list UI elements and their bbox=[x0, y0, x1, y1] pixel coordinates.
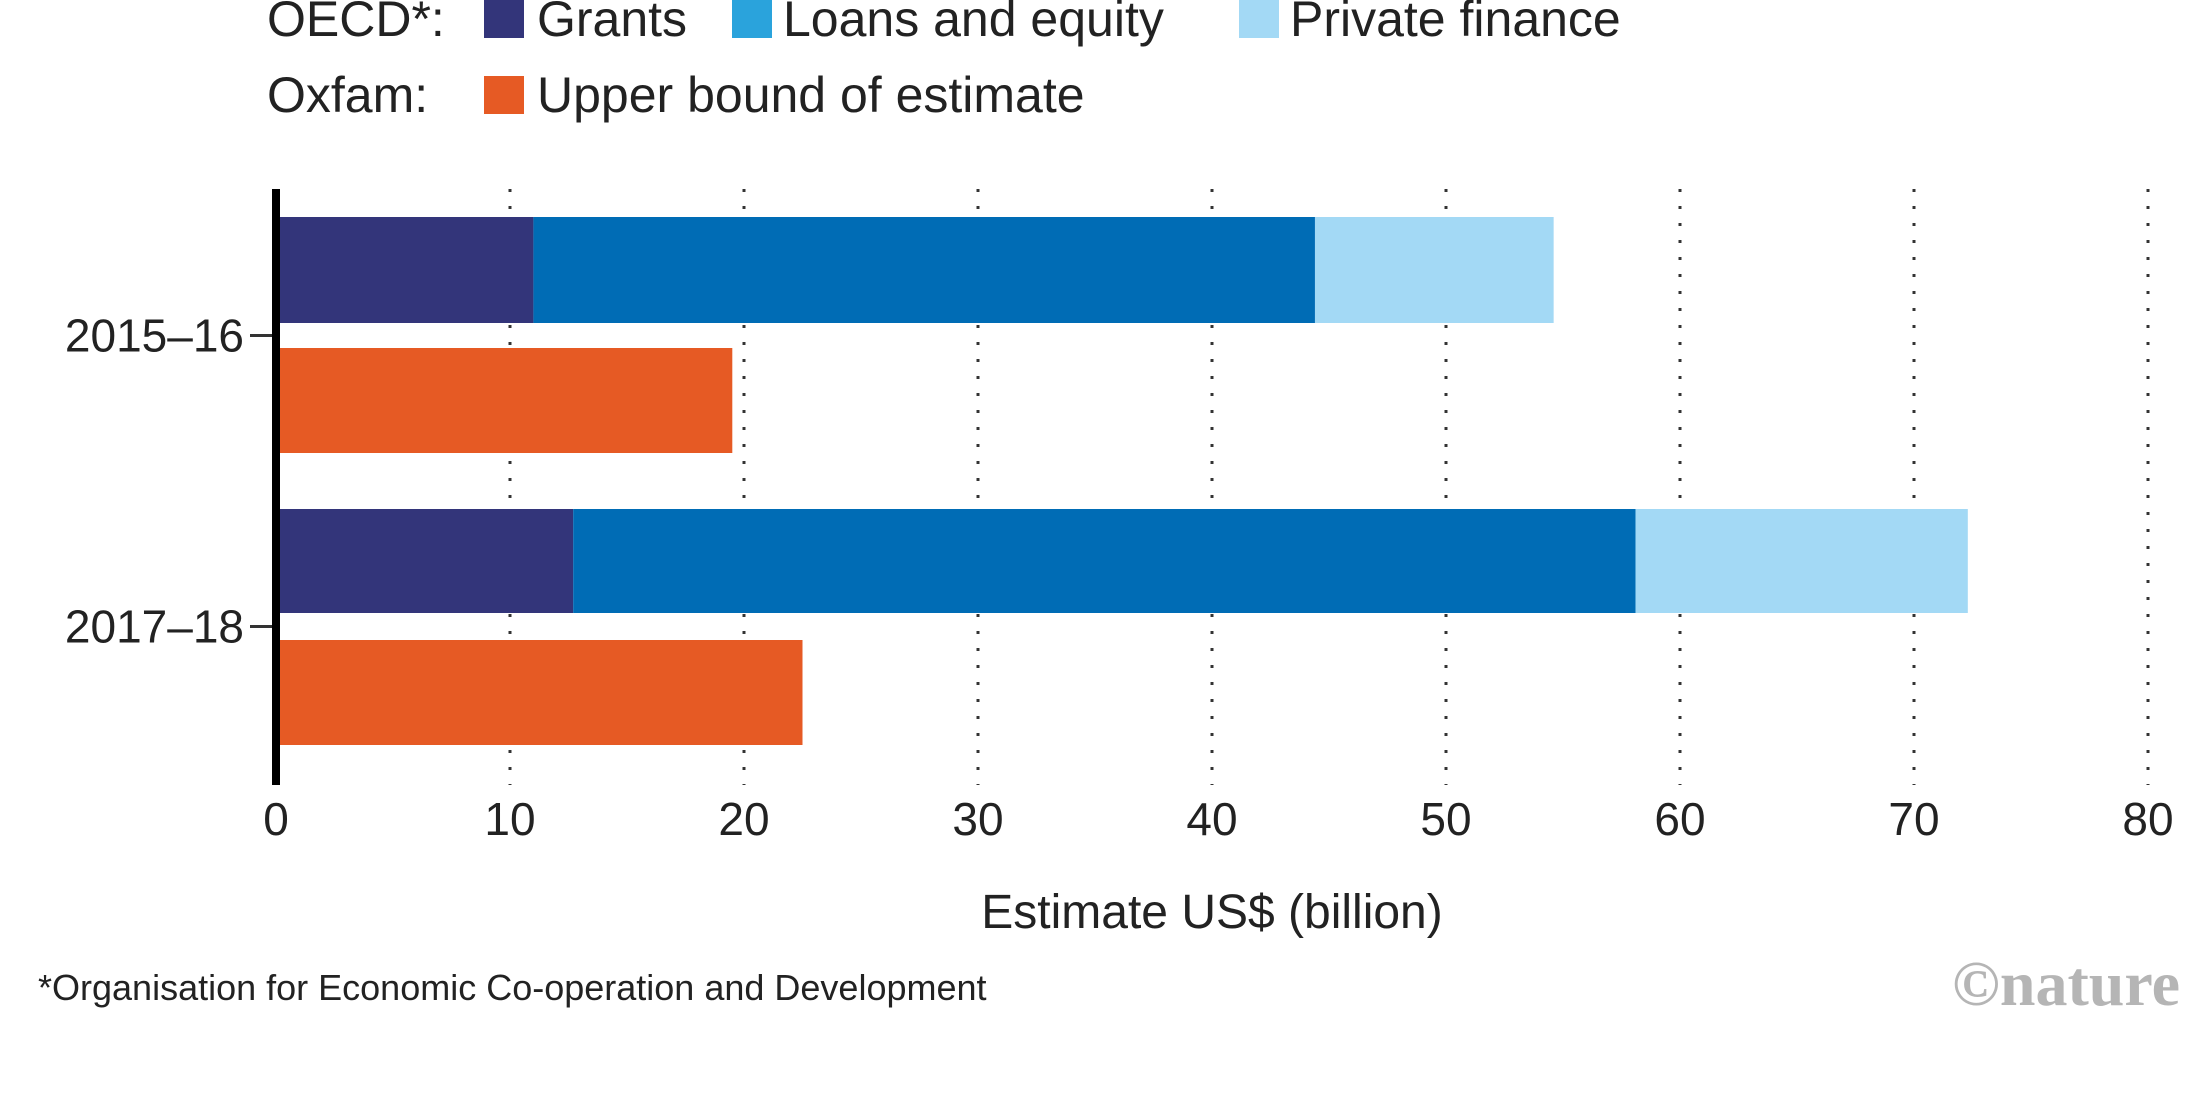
x-axis-label: Estimate US$ (billion) bbox=[981, 886, 1442, 939]
legend-swatch bbox=[732, 0, 772, 38]
bar-loans-and-equity bbox=[573, 509, 1636, 613]
legend-group-label: OECD*: bbox=[267, 0, 445, 47]
y-tick-label: 2017–18 bbox=[65, 601, 244, 653]
bar-upper-bound-of-estimate bbox=[276, 348, 733, 453]
legend-label: Grants bbox=[537, 0, 687, 47]
x-tick-label: 10 bbox=[484, 793, 535, 845]
legend-swatch bbox=[484, 76, 524, 114]
x-tick-label: 20 bbox=[718, 793, 769, 845]
legend-label: Upper bound of estimate bbox=[537, 67, 1085, 123]
bar-grants bbox=[276, 217, 534, 323]
bar-loans-and-equity bbox=[533, 217, 1315, 323]
legend-swatch bbox=[1239, 0, 1279, 38]
bar-private-finance bbox=[1314, 217, 1554, 323]
legend-label: Loans and equity bbox=[783, 0, 1164, 47]
x-tick-label: 0 bbox=[263, 793, 289, 845]
legend: OECD*: Grants Loans and equity Private fina… bbox=[267, 0, 1621, 123]
legend-swatch bbox=[484, 0, 524, 38]
nature-logo: ©nature bbox=[1952, 948, 2180, 1019]
legend-label: Private finance bbox=[1290, 0, 1621, 47]
x-axis-ticks: 0 10 20 30 40 50 60 70 80 bbox=[263, 793, 2173, 845]
bar-private-finance bbox=[1635, 509, 1968, 613]
x-tick-label: 40 bbox=[1186, 793, 1237, 845]
x-tick-label: 70 bbox=[1888, 793, 1939, 845]
legend-group-label: Oxfam: bbox=[267, 67, 428, 123]
footnote: *Organisation for Economic Co-operation … bbox=[38, 967, 987, 1008]
bars bbox=[276, 217, 1968, 745]
x-tick-label: 60 bbox=[1654, 793, 1705, 845]
x-tick-label: 50 bbox=[1420, 793, 1471, 845]
bar-grants bbox=[276, 509, 574, 613]
x-tick-label: 80 bbox=[2122, 793, 2173, 845]
bar-upper-bound-of-estimate bbox=[276, 640, 803, 745]
y-tick-label: 2015–16 bbox=[65, 310, 244, 362]
y-axis-labels: 2015–16 2017–18 bbox=[65, 310, 272, 653]
x-tick-label: 30 bbox=[952, 793, 1003, 845]
